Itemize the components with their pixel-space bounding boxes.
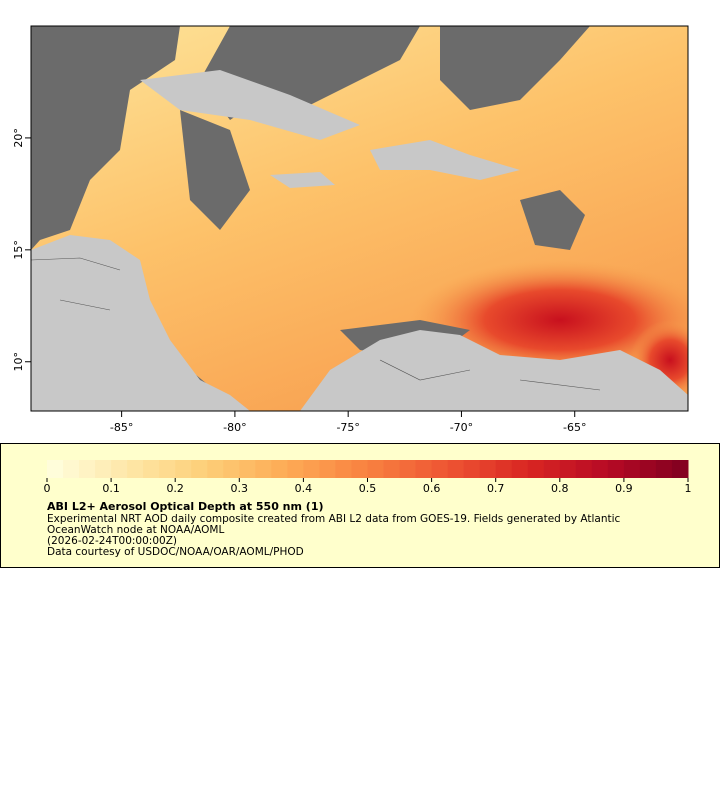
land [140,70,360,140]
x-tick-label: -70° [450,421,473,434]
land [270,172,335,188]
legend-line: (2026-02-24T00:00:00Z) [47,535,177,547]
colorbar-tick-label: 0.7 [487,482,505,495]
colorbar-step [351,460,368,478]
legend-line: Experimental NRT AOD daily composite cre… [47,513,621,525]
colorbar-tick-label: 0.8 [551,482,569,495]
colorbar-step [303,460,320,478]
colorbar-step [143,460,160,478]
cloud-mask [440,26,590,110]
colorbar-step [127,460,144,478]
colorbar-tick-label: 1 [685,482,692,495]
land [300,330,688,411]
y-tick-label: 15° [12,240,25,260]
colorbar-step [239,460,256,478]
colorbar-step [63,460,80,478]
x-tick-label: -85° [110,421,133,434]
cloud-mask [31,26,180,250]
colorbar-tick-label: 0.2 [166,482,184,495]
colorbar-tick-label: 0.3 [231,482,249,495]
map-frame [30,25,689,412]
colorbar-step [543,460,561,478]
x-tick-label: -80° [223,421,246,434]
colorbar-step [191,460,208,478]
cloud-mask [180,110,250,230]
colorbar-tick-label: 0.4 [295,482,313,495]
borders [31,257,601,391]
map-image [31,26,688,411]
colorbar-step [367,460,385,478]
colorbar-step [479,460,497,478]
colorbar-step [255,460,272,478]
colorbar-step [671,460,689,478]
colorbar-tick-label: 0.6 [423,482,441,495]
colorbar-step [431,460,449,478]
colorbar-step [159,460,176,478]
x-tick-label: -75° [336,421,359,434]
colorbar-step [319,460,336,478]
colorbar-step [639,460,657,478]
y-tick-label: 10° [12,352,25,372]
colorbar-step [287,460,304,478]
land [31,235,250,411]
colorbar-tick-label: 0.1 [102,482,120,495]
colorbar-step [47,460,64,478]
colorbar-step [383,460,401,478]
cloud-mask [520,190,585,250]
colorbar-tick-label: 0.9 [615,482,633,495]
legend-title: ABI L2+ Aerosol Optical Depth at 550 nm … [47,500,324,513]
legend-line: Data courtesy of USDOC/NOAA/OAR/AOML/PHO… [47,546,304,558]
colorbar-step [271,460,288,478]
colorbar-step [575,460,593,478]
colorbar-step [511,460,529,478]
colorbar-step [79,460,96,478]
colorbar-step [463,460,481,478]
colorbar-step [223,460,240,478]
colorbar-step [655,460,673,478]
colorbar-step [527,460,545,478]
colorbar-step [111,460,128,478]
colorbar-step [447,460,465,478]
legend-line: OceanWatch node at NOAA/AOML [47,524,224,536]
colorbar-step [607,460,625,478]
colorbar-step [559,460,577,478]
colorbar-step [623,460,641,478]
colorbar-step [415,460,433,478]
x-tick-label: -65° [563,421,586,434]
colorbar-step [495,460,513,478]
colorbar-step [335,460,352,478]
colorbar-step [591,460,609,478]
y-tick-label: 20° [12,128,25,148]
colorbar-step [399,460,417,478]
colorbar-step [175,460,192,478]
colorbar-step [207,460,224,478]
colorbar-step [95,460,112,478]
land [370,140,520,180]
colorbar-tick-label: 0.5 [359,482,377,495]
colorbar-tick-label: 0 [44,482,51,495]
